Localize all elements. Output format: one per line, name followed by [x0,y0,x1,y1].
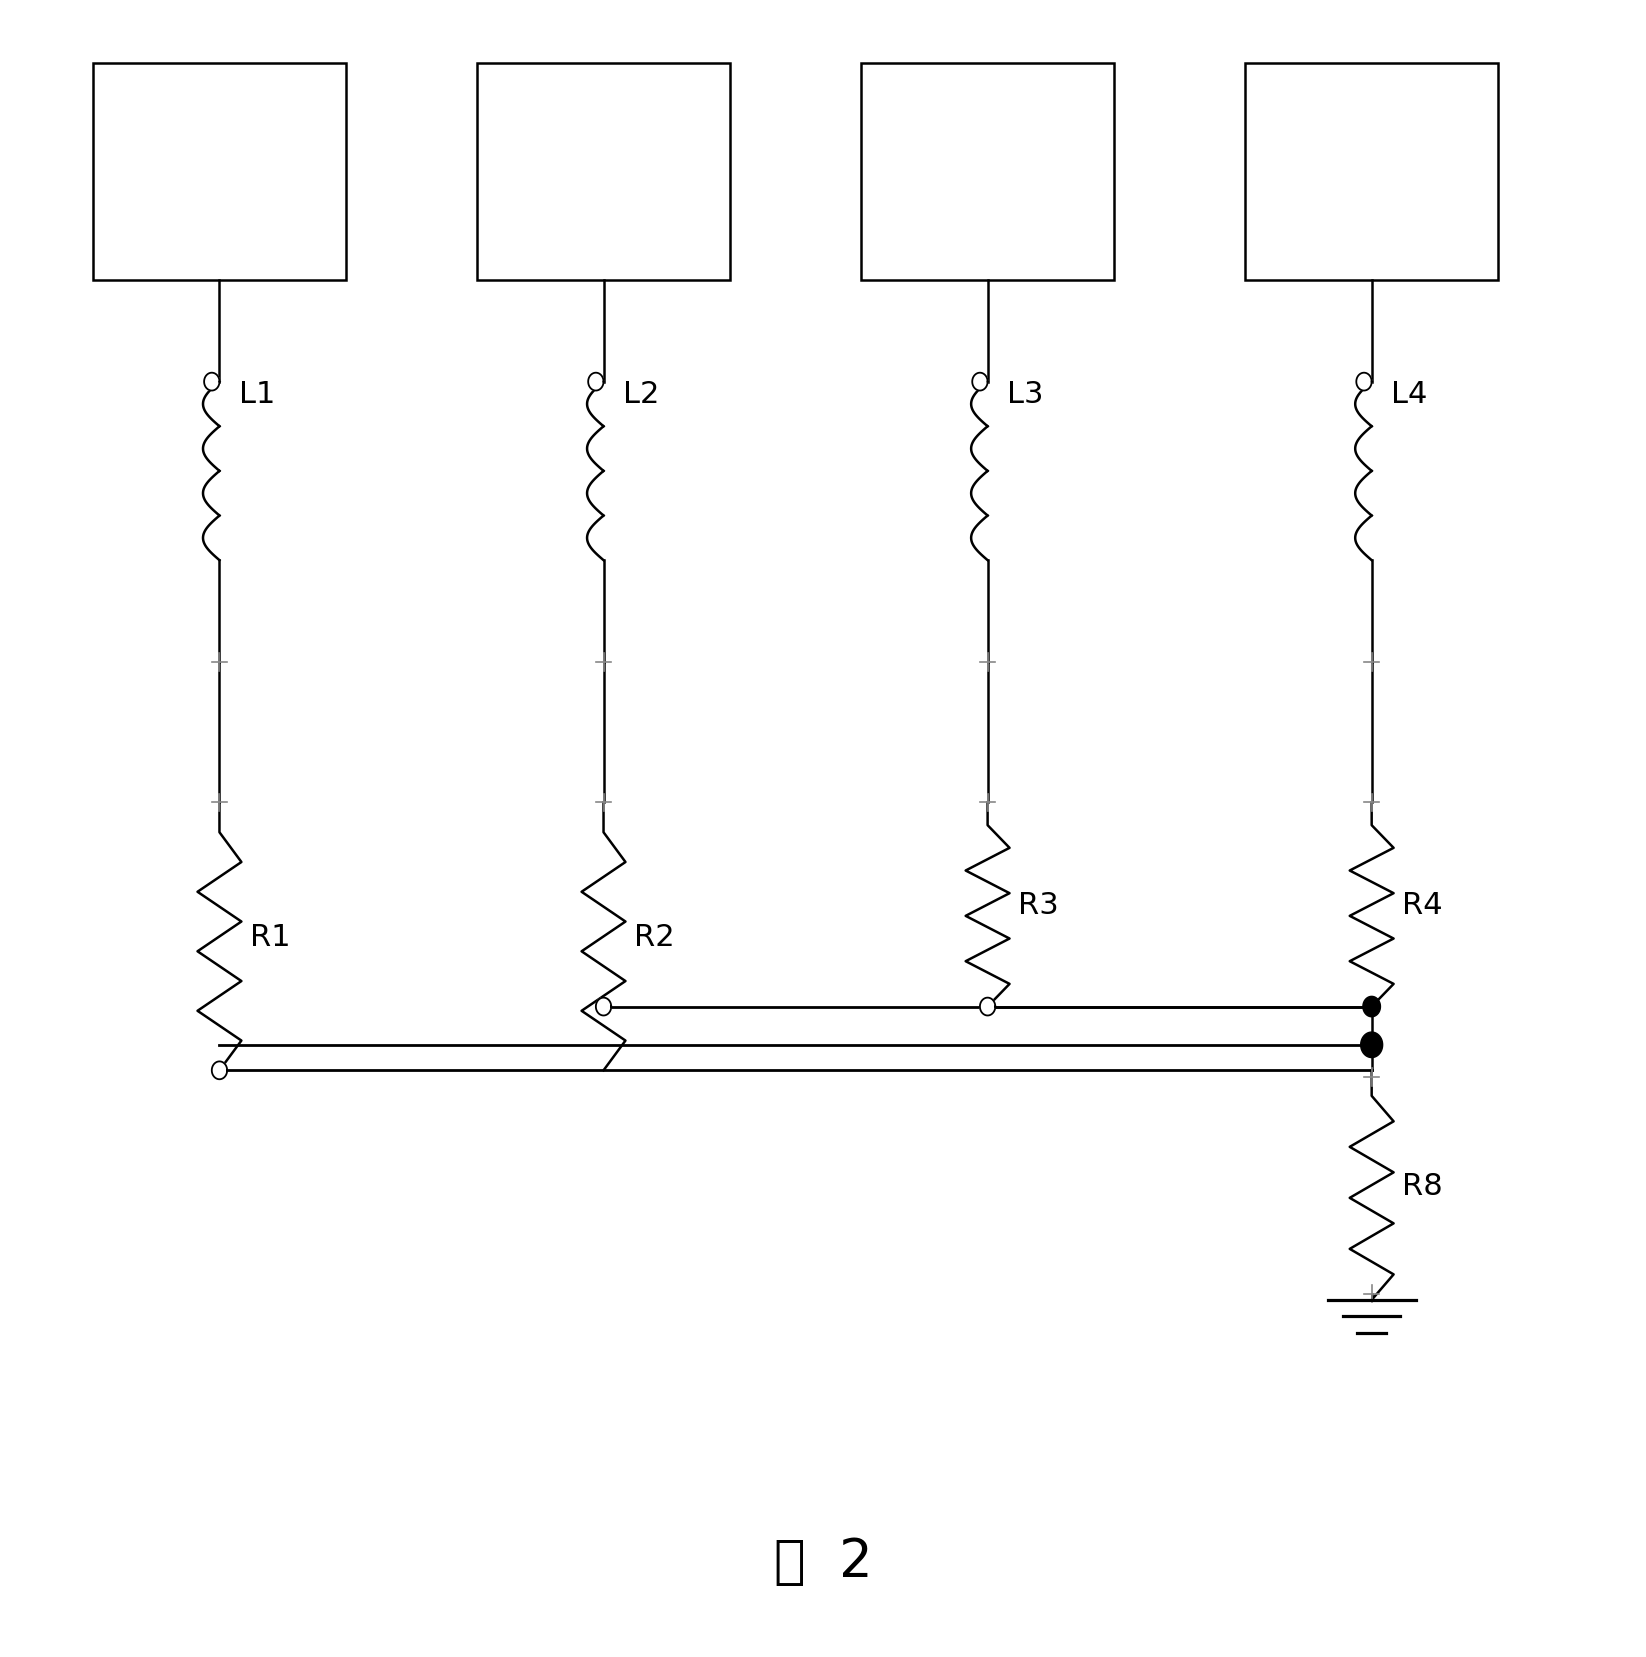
Polygon shape [588,373,604,391]
Text: L2: L2 [624,379,660,409]
Polygon shape [979,998,996,1016]
Bar [1246,63,1498,280]
Text: R8: R8 [1402,1171,1444,1200]
Polygon shape [596,998,611,1016]
Polygon shape [1361,1032,1383,1057]
Text: L1: L1 [239,379,275,409]
Bar [477,63,729,280]
Text: R4: R4 [1402,890,1444,920]
Text: 图  2: 图 2 [774,1534,872,1587]
Text: R1: R1 [250,923,291,951]
Polygon shape [212,1062,227,1080]
Polygon shape [204,373,219,391]
Text: R2: R2 [634,923,675,951]
Text: R3: R3 [1019,890,1058,920]
Text: L3: L3 [1007,379,1044,409]
Bar [94,63,346,280]
Bar [861,63,1114,280]
Polygon shape [973,373,988,391]
Polygon shape [1356,373,1371,391]
Text: L4: L4 [1391,379,1427,409]
Polygon shape [1363,998,1381,1017]
